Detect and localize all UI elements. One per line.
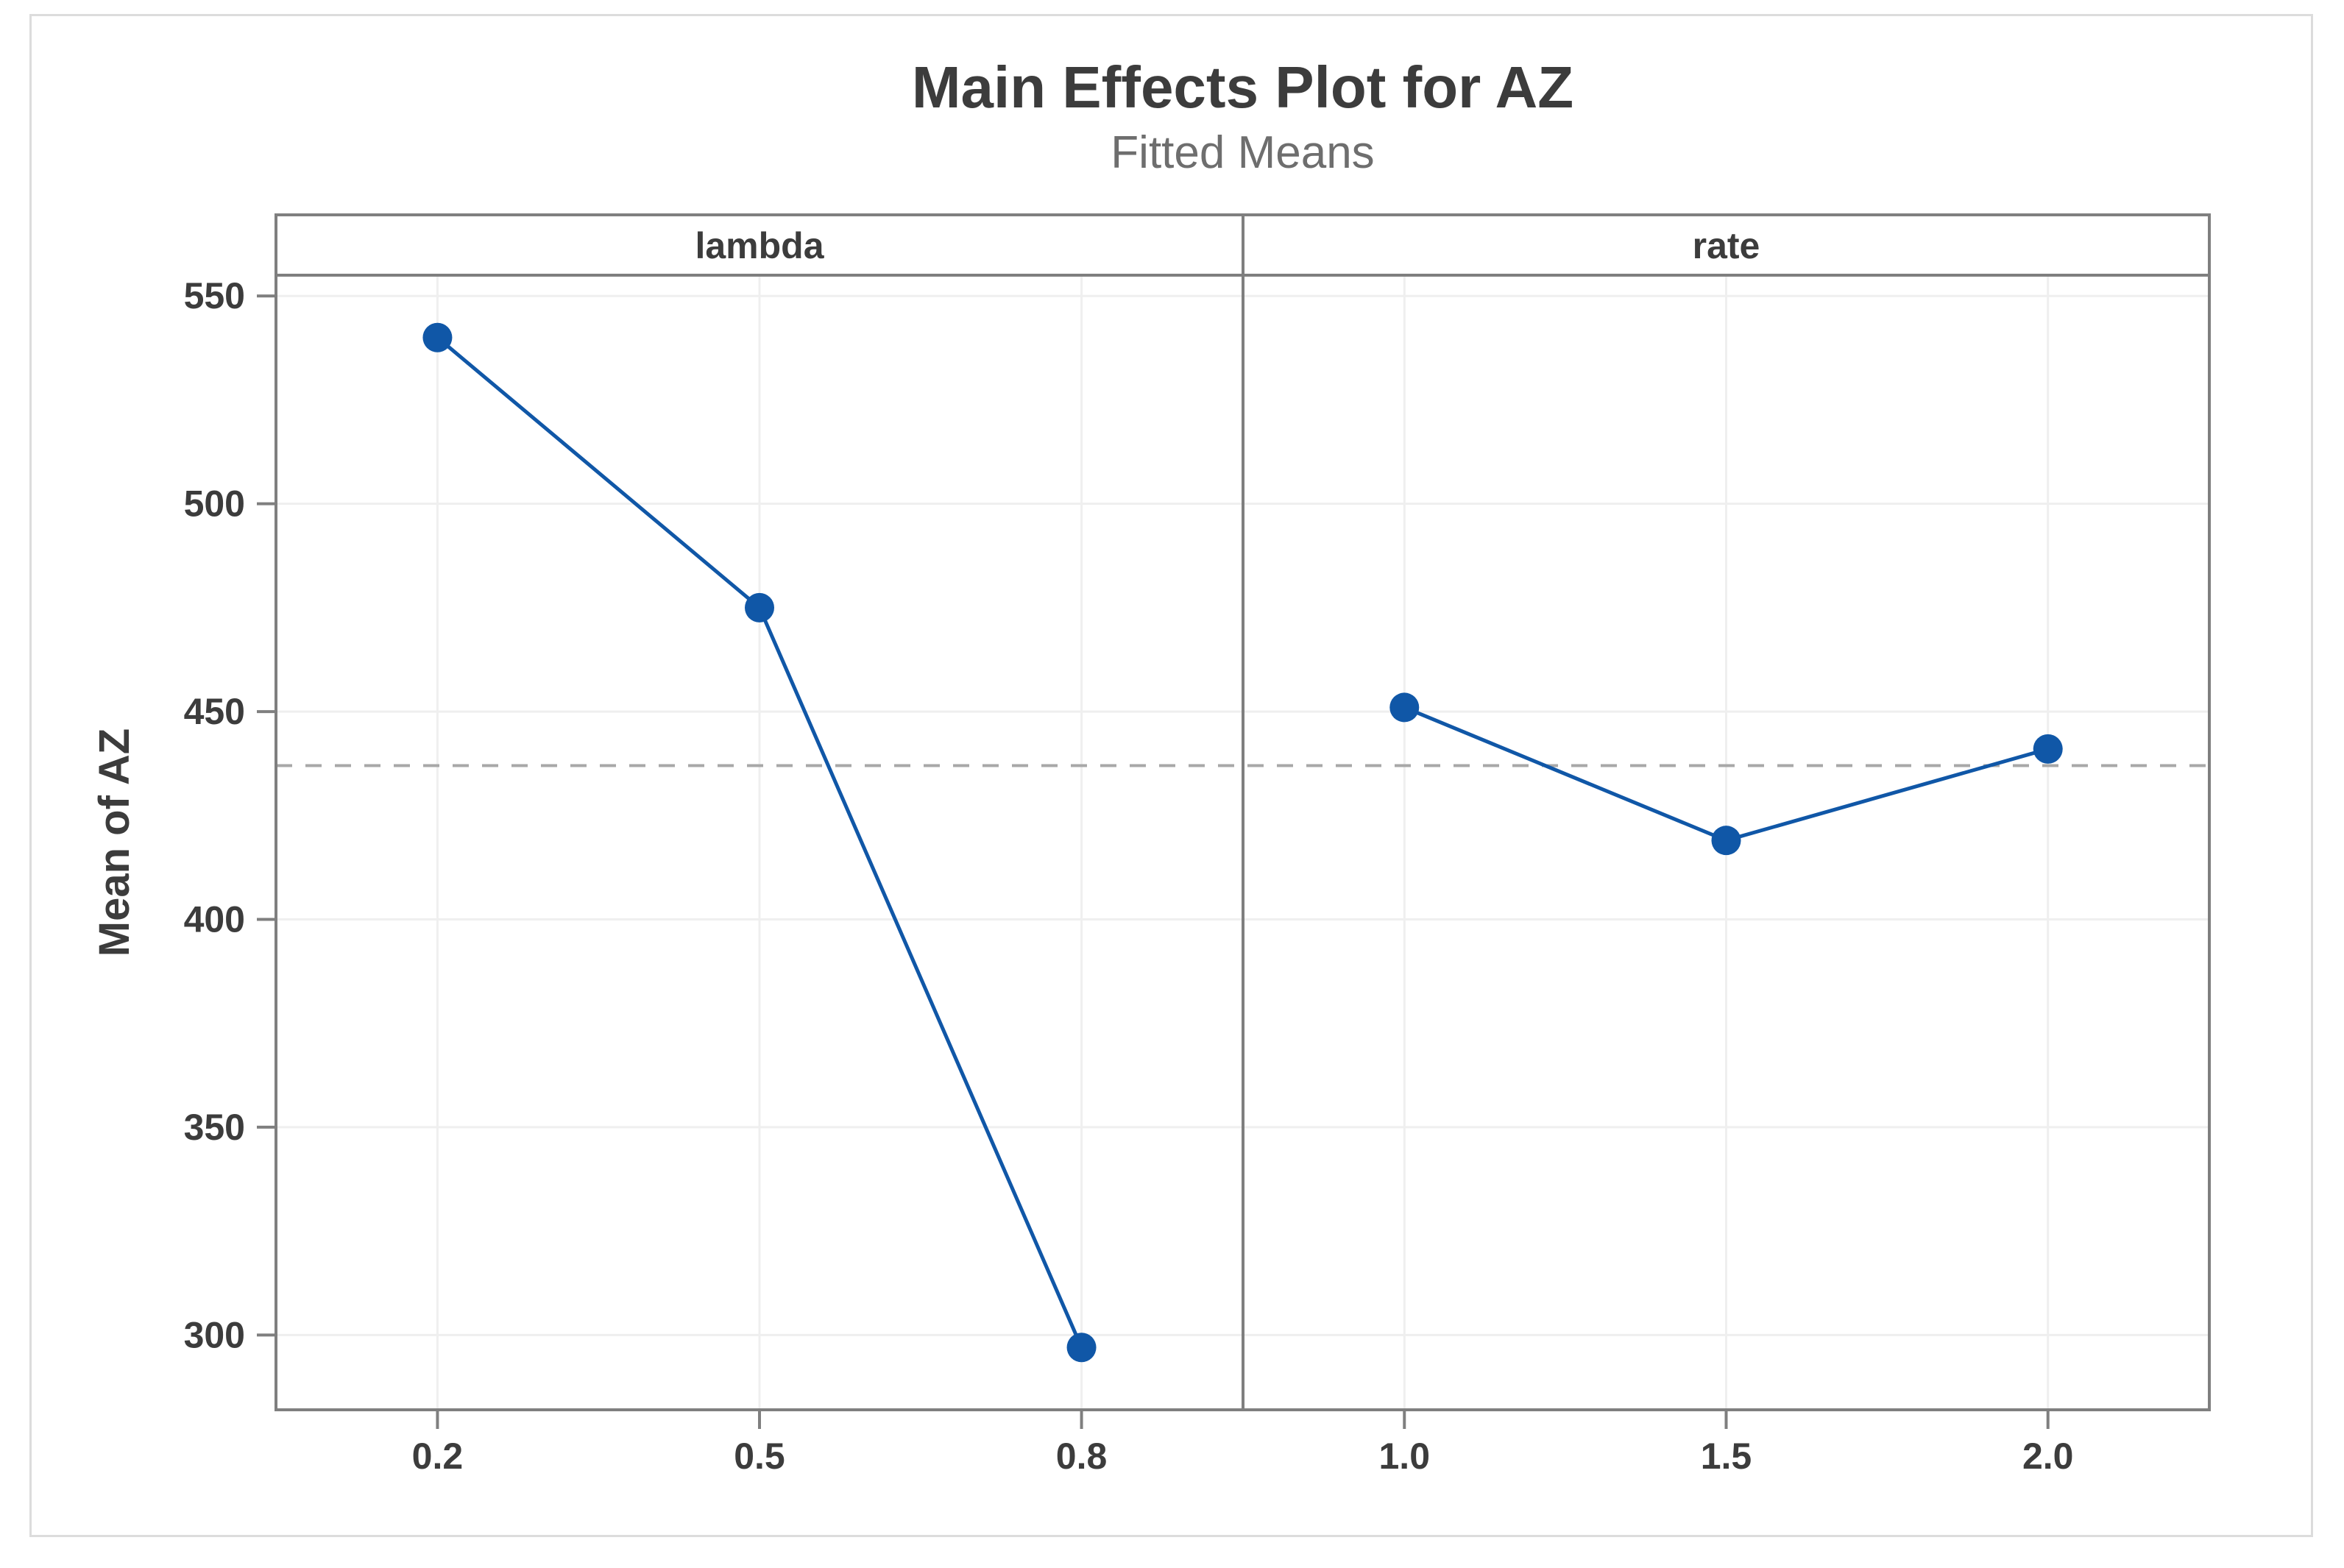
y-tick-label: 450 <box>184 691 245 732</box>
y-axis-title: Mean of AZ <box>91 728 138 957</box>
data-point-marker <box>1066 1333 1097 1363</box>
chart-subtitle: Fitted Means <box>1111 127 1375 178</box>
data-point-marker <box>2033 734 2063 764</box>
x-tick-label: 0.8 <box>1056 1436 1108 1477</box>
x-tick-label: 0.2 <box>412 1436 464 1477</box>
figure-border <box>29 14 2313 1537</box>
panel-label: lambda <box>695 225 824 266</box>
x-tick-label: 2.0 <box>2022 1436 2074 1477</box>
data-point-marker <box>1711 826 1741 856</box>
data-point-marker <box>745 592 774 622</box>
x-tick-label: 1.5 <box>1701 1436 1752 1477</box>
y-tick-label: 300 <box>184 1314 245 1355</box>
panel-label: rate <box>1693 225 1760 266</box>
data-point-marker <box>1389 692 1420 723</box>
y-tick-label: 350 <box>184 1107 245 1148</box>
chart-title: Main Effects Plot for AZ <box>911 54 1574 120</box>
y-tick-label: 500 <box>184 483 245 525</box>
y-tick-label: 550 <box>184 275 245 316</box>
y-tick-label: 400 <box>184 898 245 940</box>
x-tick-label: 1.0 <box>1379 1436 1431 1477</box>
x-tick-label: 0.5 <box>734 1436 785 1477</box>
data-point-marker <box>422 322 453 352</box>
